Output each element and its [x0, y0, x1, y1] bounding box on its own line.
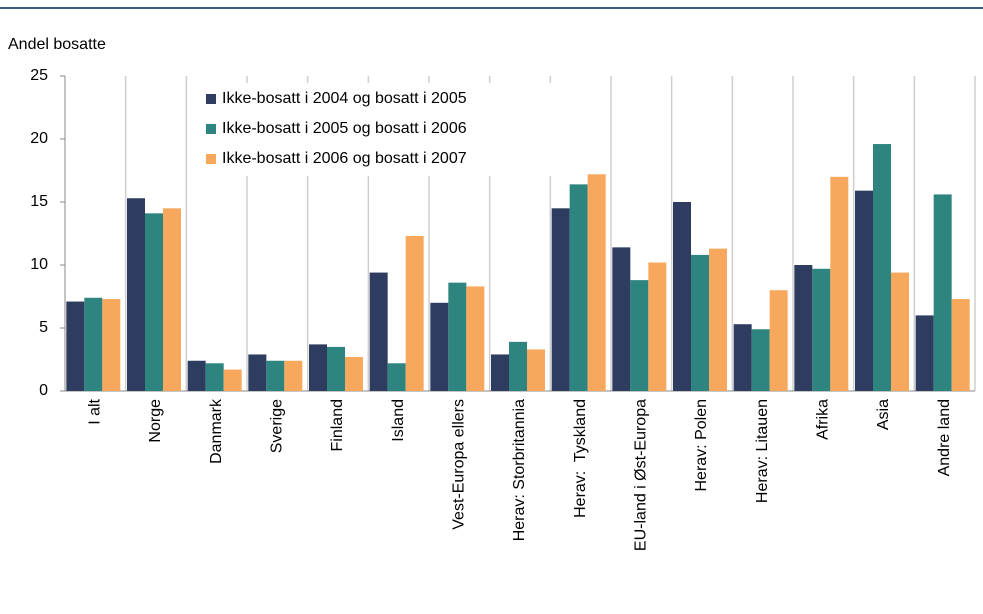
bar: [205, 363, 224, 391]
bar: [527, 349, 545, 391]
bar: [630, 280, 649, 391]
x-tick-label: Herav: Litauen: [754, 399, 771, 503]
y-tick-label: 0: [39, 382, 48, 399]
x-tick-label: Asia: [875, 399, 892, 430]
bar: [891, 272, 909, 391]
bar: [491, 354, 509, 391]
bar: [466, 286, 485, 391]
y-tick-label: 10: [30, 256, 48, 273]
bar: [284, 360, 303, 391]
bar: [448, 282, 467, 391]
bar: [102, 299, 121, 391]
x-tick-label: Herav: Storbritannia: [511, 399, 528, 541]
x-tick-label: Andre land: [936, 399, 953, 476]
bar: [387, 363, 406, 391]
bar: [569, 184, 588, 391]
bar: [551, 208, 570, 391]
x-tick-label: Herav: Polen: [693, 399, 710, 492]
x-tick-label: I alt: [87, 398, 104, 424]
y-tick-label: 25: [30, 67, 48, 84]
bar: [830, 176, 849, 391]
legend-swatch: [206, 154, 216, 164]
bar: [127, 198, 145, 391]
bar: [163, 208, 181, 391]
bar: [915, 315, 934, 391]
x-tick-label: Norge: [147, 399, 164, 443]
bar: [751, 329, 770, 391]
bar: [648, 262, 667, 391]
y-tick-label: 15: [30, 193, 48, 210]
x-tick-label: Herav: Tyskland: [572, 399, 589, 518]
bar: [248, 354, 267, 391]
bar: [369, 272, 388, 391]
legend: Ikke-bosatt i 2004 og bosatt i 2005 Ikke-…: [190, 83, 560, 176]
x-tick-label: Sverige: [269, 399, 286, 453]
bar: [66, 301, 85, 391]
x-tick-label: Danmark: [208, 398, 225, 464]
bar: [187, 360, 206, 391]
bar: [709, 248, 727, 391]
y-tick-label: 5: [39, 319, 48, 336]
legend-label: Ikke-bosatt i 2006 og bosatt i 2007: [222, 150, 467, 167]
bar: [509, 341, 527, 391]
bar: [587, 174, 606, 391]
bar: [145, 213, 163, 391]
x-tick-label: Afrika: [815, 399, 832, 440]
legend-label: Ikke-bosatt i 2005 og bosatt i 2006: [222, 120, 467, 137]
bar: [405, 236, 424, 391]
legend-box: [190, 83, 560, 176]
bar: [951, 299, 970, 391]
bar: [327, 346, 345, 391]
bar: [812, 268, 831, 391]
bar: [612, 247, 631, 391]
x-tick-label: EU-land i Øst-Europa: [633, 399, 650, 551]
bar: [223, 369, 242, 391]
bar: [873, 144, 891, 391]
bar: [855, 190, 873, 391]
bar: [84, 297, 103, 391]
y-axis-label: Andel bosatte: [8, 36, 106, 53]
bar: [673, 202, 691, 391]
bar: [345, 356, 363, 391]
x-tick-label: Finland: [329, 399, 346, 451]
legend-swatch: [206, 124, 216, 134]
legend-swatch: [206, 94, 216, 104]
bar: [794, 265, 813, 391]
bar: [691, 254, 709, 391]
bar: [769, 290, 788, 391]
y-tick-label: 20: [30, 130, 48, 147]
legend-label: Ikke-bosatt i 2004 og bosatt i 2005: [222, 90, 467, 107]
bar: [733, 324, 752, 391]
bar: [933, 194, 952, 391]
bar: [266, 360, 285, 391]
x-tick-label: Island: [390, 399, 407, 442]
bar: [309, 344, 327, 391]
bar: [430, 302, 449, 391]
x-tick-label: Vest-Europa ellers: [451, 399, 468, 530]
